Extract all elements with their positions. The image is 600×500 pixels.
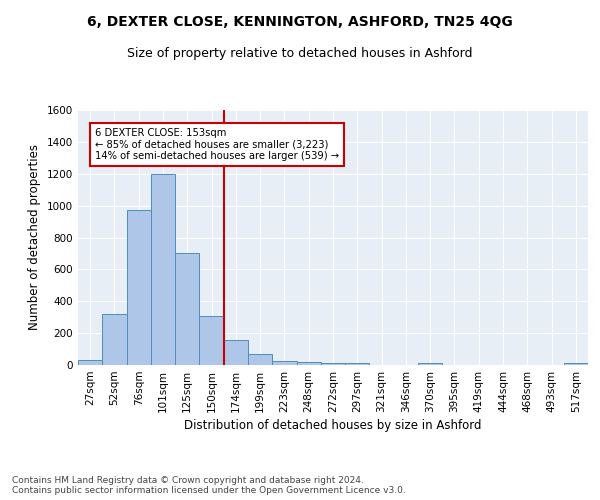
Bar [564, 363, 588, 365]
Bar [102, 314, 127, 365]
Bar [296, 362, 321, 365]
Bar [272, 360, 296, 365]
Text: 6 DEXTER CLOSE: 153sqm
← 85% of detached houses are smaller (3,223)
14% of semi-: 6 DEXTER CLOSE: 153sqm ← 85% of detached… [95, 128, 338, 160]
Bar [418, 363, 442, 365]
Bar [151, 174, 175, 365]
Text: Contains HM Land Registry data © Crown copyright and database right 2024.
Contai: Contains HM Land Registry data © Crown c… [12, 476, 406, 495]
Bar [127, 210, 151, 365]
Bar [248, 354, 272, 365]
Text: 6, DEXTER CLOSE, KENNINGTON, ASHFORD, TN25 4QG: 6, DEXTER CLOSE, KENNINGTON, ASHFORD, TN… [87, 15, 513, 29]
Bar [321, 362, 345, 365]
Bar [175, 254, 199, 365]
X-axis label: Distribution of detached houses by size in Ashford: Distribution of detached houses by size … [184, 419, 482, 432]
Bar [199, 316, 224, 365]
Y-axis label: Number of detached properties: Number of detached properties [28, 144, 41, 330]
Bar [78, 360, 102, 365]
Bar [345, 363, 370, 365]
Text: Size of property relative to detached houses in Ashford: Size of property relative to detached ho… [127, 48, 473, 60]
Bar [224, 340, 248, 365]
